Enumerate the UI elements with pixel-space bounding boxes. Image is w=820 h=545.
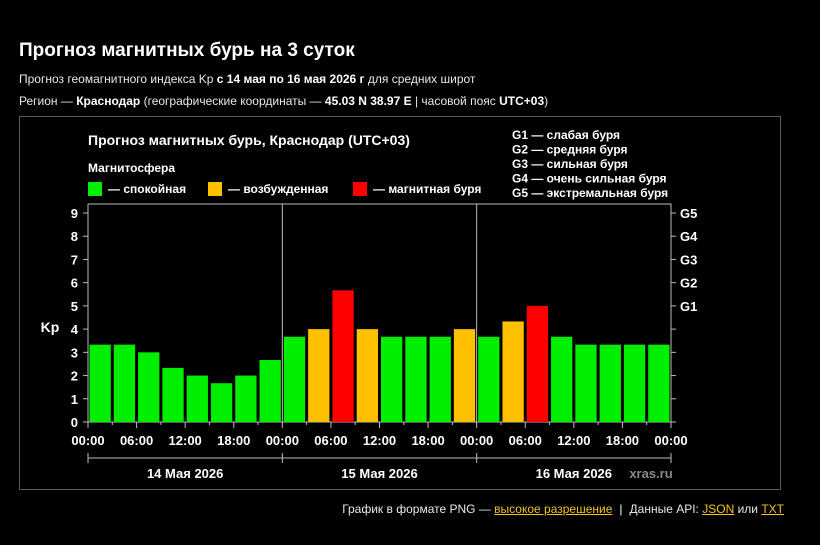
forecast-description: Прогноз геомагнитного индекса Kp с 14 ма… bbox=[19, 72, 475, 86]
api-or: или bbox=[734, 502, 762, 516]
kp-bar bbox=[623, 344, 646, 422]
storm-level-label: G3 bbox=[680, 252, 697, 267]
coords-prefix: (географические координаты — bbox=[140, 94, 325, 108]
kp-bar bbox=[259, 359, 281, 422]
y-axis-label: Kp bbox=[41, 319, 60, 335]
kp-bar bbox=[478, 336, 500, 422]
kp-chart: Прогноз магнитных бурь, Краснодар (UTC+0… bbox=[19, 116, 781, 490]
kp-bar bbox=[453, 329, 476, 422]
page-title: Прогноз магнитных бурь на 3 суток bbox=[19, 40, 355, 61]
kp-bar bbox=[332, 290, 354, 422]
watermark: xras.ru bbox=[629, 466, 672, 481]
y-tick-label: 6 bbox=[71, 276, 78, 291]
kp-bar bbox=[138, 352, 160, 422]
day-label: 15 Мая 2026 bbox=[341, 466, 417, 481]
kp-bar bbox=[648, 344, 670, 422]
region-prefix: Регион — bbox=[19, 94, 77, 108]
x-tick-label: 12:00 bbox=[363, 433, 396, 448]
api-json-link[interactable]: JSON bbox=[702, 502, 735, 516]
kp-bar bbox=[283, 336, 306, 422]
kp-bar bbox=[186, 375, 208, 422]
png-high-res-link[interactable]: высокое разрешение bbox=[494, 502, 613, 516]
storm-legend-item: G5 — экстремальная буря bbox=[512, 186, 668, 200]
api-txt-link[interactable]: TXT bbox=[761, 502, 784, 516]
x-tick-label: 18:00 bbox=[606, 433, 639, 448]
x-tick-label: 18:00 bbox=[411, 433, 444, 448]
x-tick-label: 00:00 bbox=[266, 433, 299, 448]
day-label: 14 Мая 2026 bbox=[147, 466, 223, 481]
y-tick-label: 7 bbox=[71, 252, 78, 267]
y-tick-label: 0 bbox=[71, 415, 78, 430]
tz-prefix: | часовой пояс bbox=[411, 94, 500, 108]
kp-bar bbox=[356, 329, 378, 422]
region-coords: 45.03 N 38.97 E bbox=[324, 94, 412, 108]
storm-level-label: G5 bbox=[680, 206, 697, 221]
y-tick-label: 3 bbox=[71, 345, 78, 360]
storm-legend-item: G2 — средняя буря bbox=[512, 143, 628, 157]
kp-bar bbox=[405, 336, 427, 422]
y-tick-label: 8 bbox=[71, 229, 78, 244]
region-description: Регион — Краснодар (географические коорд… bbox=[19, 94, 548, 108]
x-tick-label: 06:00 bbox=[120, 433, 153, 448]
storm-legend-item: G1 — слабая буря bbox=[512, 128, 620, 142]
x-tick-label: 00:00 bbox=[71, 433, 104, 448]
kp-bar bbox=[113, 344, 136, 422]
storm-legend-item: G4 — очень сильная буря bbox=[512, 172, 667, 186]
kp-bar bbox=[381, 336, 403, 422]
region-suffix: ) bbox=[544, 94, 549, 108]
storm-level-label: G4 bbox=[680, 229, 698, 244]
forecast-prefix: Прогноз геомагнитного индекса Kp bbox=[19, 72, 217, 86]
legend-swatch bbox=[353, 182, 367, 196]
x-tick-label: 00:00 bbox=[460, 433, 493, 448]
kp-bar bbox=[551, 336, 573, 422]
legend-label: — магнитная буря bbox=[373, 182, 481, 196]
legend-label: — спокойная bbox=[108, 182, 186, 196]
footer-separator: | bbox=[619, 502, 623, 516]
footer: График в формате PNG — высокое разрешени… bbox=[342, 502, 784, 516]
x-tick-label-end: 00:00 bbox=[654, 433, 687, 448]
legend-swatch bbox=[208, 182, 222, 196]
region-name: Краснодар bbox=[76, 94, 141, 108]
storm-level-label: G1 bbox=[680, 299, 697, 314]
y-tick-label: 2 bbox=[71, 369, 78, 384]
storm-level-label: G2 bbox=[680, 276, 697, 291]
legend-label: — возбужденная bbox=[228, 182, 328, 196]
forecast-suffix: для средних широт bbox=[364, 72, 476, 86]
legend-title: Магнитосфера bbox=[88, 161, 175, 175]
x-tick-label: 18:00 bbox=[217, 433, 250, 448]
kp-bar bbox=[235, 375, 257, 422]
kp-bar bbox=[210, 383, 233, 422]
y-tick-label: 5 bbox=[71, 299, 78, 314]
x-tick-label: 12:00 bbox=[557, 433, 590, 448]
x-tick-label: 12:00 bbox=[169, 433, 202, 448]
x-tick-label: 06:00 bbox=[509, 433, 542, 448]
chart-title: Прогноз магнитных бурь, Краснодар (UTC+0… bbox=[88, 132, 410, 148]
kp-chart-svg: Прогноз магнитных бурь, Краснодар (UTC+0… bbox=[41, 128, 698, 481]
y-tick-label: 1 bbox=[71, 392, 78, 407]
kp-bar bbox=[162, 367, 184, 422]
kp-bar bbox=[308, 329, 330, 422]
kp-bar bbox=[599, 344, 621, 422]
kp-bar bbox=[429, 336, 451, 422]
y-tick-label: 4 bbox=[71, 322, 79, 337]
kp-bar bbox=[575, 344, 597, 422]
storm-legend-item: G3 — сильная буря bbox=[512, 157, 628, 171]
kp-bar bbox=[526, 305, 549, 422]
legend-swatch bbox=[88, 182, 102, 196]
api-prefix: Данные API: bbox=[629, 502, 703, 516]
x-tick-label: 06:00 bbox=[314, 433, 347, 448]
forecast-date-range: с 14 мая по 16 мая 2026 г bbox=[216, 72, 365, 86]
y-tick-label: 9 bbox=[71, 206, 78, 221]
kp-bar bbox=[502, 321, 524, 422]
kp-bar bbox=[89, 344, 111, 422]
png-prefix: График в формате PNG — bbox=[342, 502, 495, 516]
region-timezone: UTC+03 bbox=[499, 94, 545, 108]
day-label: 16 Мая 2026 bbox=[536, 466, 612, 481]
